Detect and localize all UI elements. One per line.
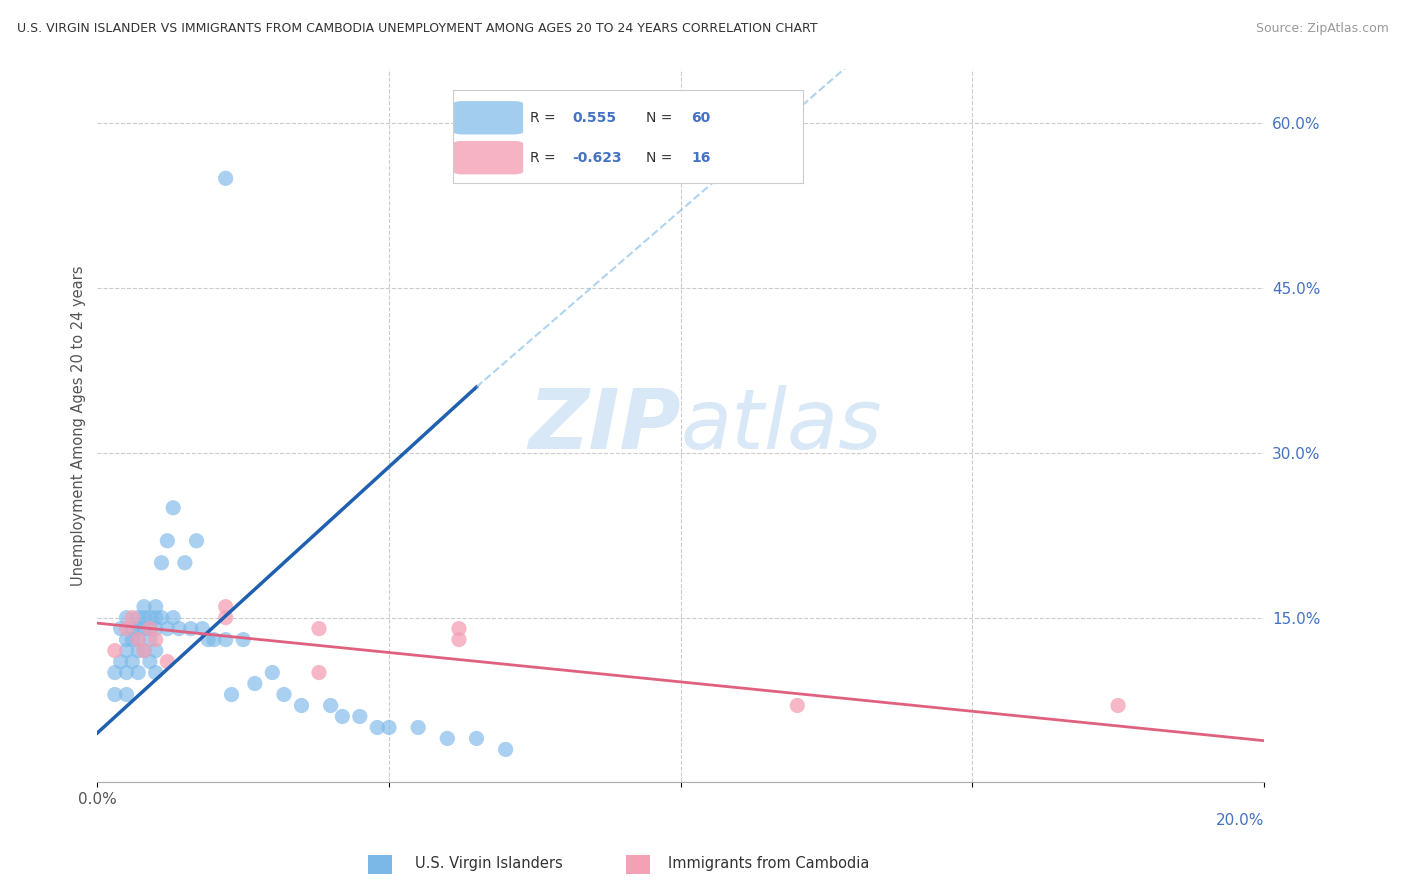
Text: Source: ZipAtlas.com: Source: ZipAtlas.com: [1256, 22, 1389, 36]
Point: [436, 731, 458, 746]
Point: [132, 643, 155, 657]
Point: [406, 721, 429, 735]
Point: [115, 643, 138, 657]
Point: [132, 622, 155, 636]
Point: [115, 622, 138, 636]
Point: [173, 556, 195, 570]
Point: [110, 655, 132, 669]
Y-axis label: Unemployment Among Ages 20 to 24 years: Unemployment Among Ages 20 to 24 years: [72, 265, 86, 586]
Point: [186, 533, 208, 548]
Point: [308, 665, 330, 680]
Point: [127, 610, 149, 624]
Text: Immigrants from Cambodia: Immigrants from Cambodia: [668, 856, 869, 871]
Point: [156, 655, 179, 669]
Point: [273, 688, 295, 702]
Point: [197, 632, 219, 647]
Point: [121, 622, 143, 636]
Point: [162, 500, 184, 515]
Point: [115, 688, 138, 702]
Point: [215, 599, 238, 614]
Point: [232, 632, 254, 647]
Point: [145, 622, 167, 636]
Point: [104, 643, 127, 657]
Point: [191, 622, 214, 636]
Point: [167, 622, 190, 636]
Point: [145, 610, 167, 624]
Point: [132, 643, 155, 657]
Point: [366, 721, 388, 735]
Point: [786, 698, 808, 713]
Point: [156, 622, 179, 636]
Point: [132, 599, 155, 614]
Point: [156, 533, 179, 548]
Point: [447, 632, 470, 647]
Text: ZIP: ZIP: [529, 385, 681, 466]
Point: [202, 632, 225, 647]
Point: [139, 622, 162, 636]
Point: [215, 632, 238, 647]
Point: [243, 676, 266, 690]
Point: [349, 709, 371, 723]
Point: [139, 622, 162, 636]
Text: U.S. Virgin Islanders: U.S. Virgin Islanders: [415, 856, 562, 871]
Point: [121, 610, 143, 624]
Point: [215, 171, 238, 186]
Point: [308, 622, 330, 636]
Point: [139, 655, 162, 669]
Point: [495, 742, 517, 756]
Point: [221, 688, 243, 702]
Point: [145, 599, 167, 614]
Point: [180, 622, 202, 636]
Point: [104, 665, 127, 680]
Point: [262, 665, 284, 680]
Text: atlas: atlas: [681, 385, 882, 466]
Point: [330, 709, 353, 723]
Point: [139, 610, 162, 624]
Point: [150, 610, 173, 624]
Point: [1107, 698, 1129, 713]
Point: [132, 610, 155, 624]
Point: [104, 688, 127, 702]
Point: [378, 721, 401, 735]
Point: [215, 610, 238, 624]
Point: [145, 632, 167, 647]
Point: [127, 665, 149, 680]
Point: [465, 731, 488, 746]
Text: 20.0%: 20.0%: [1216, 813, 1264, 828]
Point: [145, 665, 167, 680]
Text: U.S. VIRGIN ISLANDER VS IMMIGRANTS FROM CAMBODIA UNEMPLOYMENT AMONG AGES 20 TO 2: U.S. VIRGIN ISLANDER VS IMMIGRANTS FROM …: [17, 22, 817, 36]
Point: [139, 632, 162, 647]
Point: [115, 665, 138, 680]
Point: [127, 622, 149, 636]
Point: [127, 632, 149, 647]
Point: [115, 632, 138, 647]
Point: [150, 556, 173, 570]
Point: [127, 643, 149, 657]
Point: [121, 632, 143, 647]
Point: [290, 698, 312, 713]
Point: [319, 698, 342, 713]
Point: [110, 622, 132, 636]
Point: [447, 622, 470, 636]
Point: [115, 610, 138, 624]
Point: [162, 610, 184, 624]
Point: [145, 643, 167, 657]
Point: [121, 655, 143, 669]
Point: [127, 632, 149, 647]
